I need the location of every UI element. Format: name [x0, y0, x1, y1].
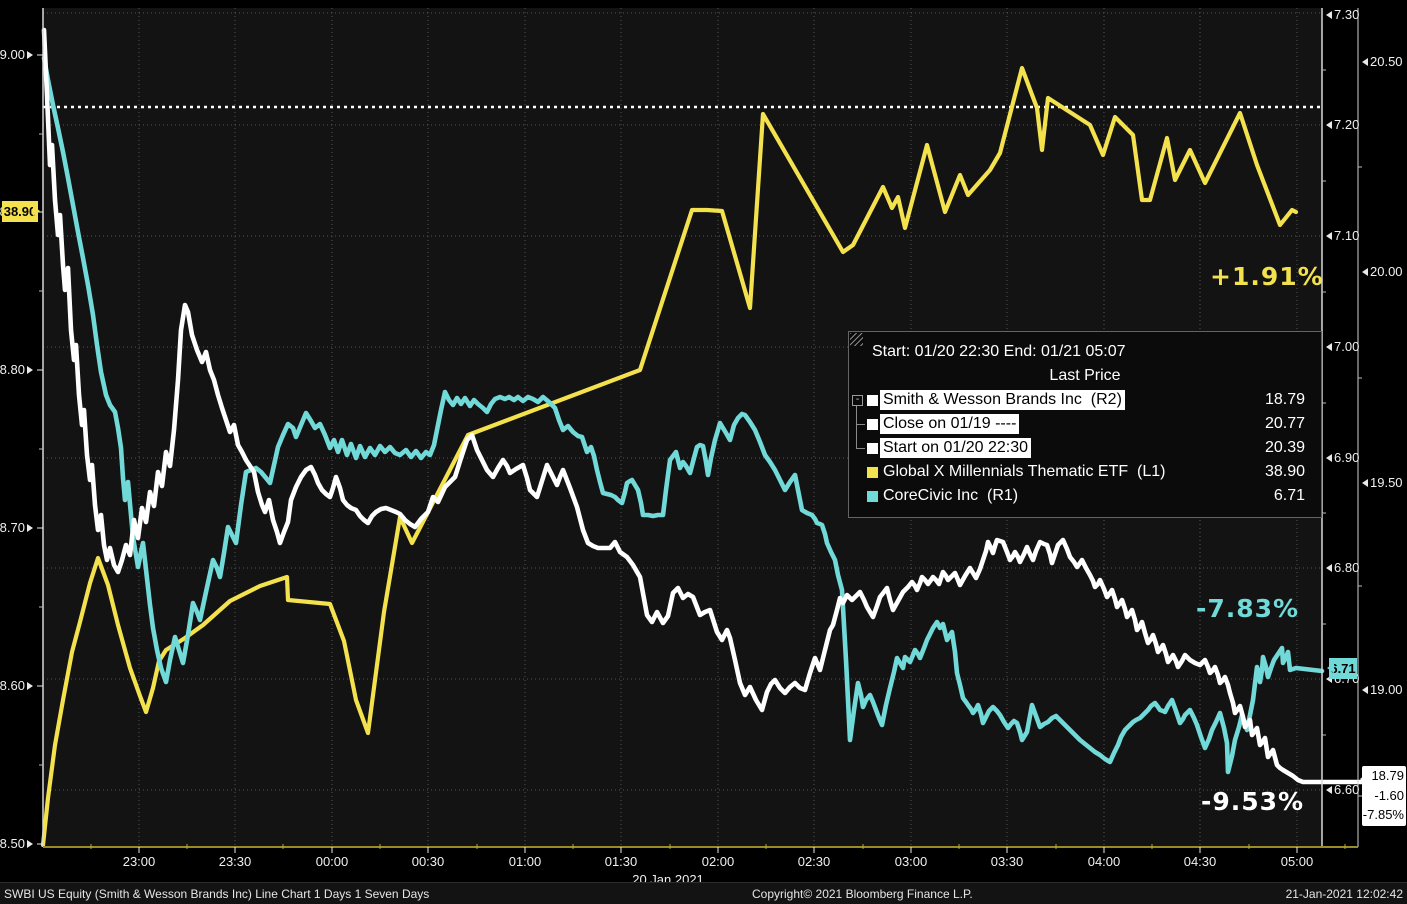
legend-series-label[interactable]: Close on 01/19 ----: [880, 414, 1020, 434]
legend-series-label[interactable]: Global X Millennials Thematic ETF (L1): [883, 463, 1166, 480]
legend-drag-grip-icon[interactable]: [850, 333, 863, 346]
right-axis-inner-tick-label: 6.60: [1322, 782, 1359, 797]
legend-row-1[interactable]: Smith & Wesson Brands Inc (R2) 18.79: [849, 388, 1321, 412]
pct-change-label-corecivic: -7.83%: [1196, 594, 1300, 623]
tick-arrow-icon: [27, 523, 37, 532]
legend-series-label[interactable]: Start on 01/20 22:30: [880, 438, 1031, 458]
legend-panel[interactable]: Start: 01/20 22:30 End: 01/21 05:07 Last…: [848, 331, 1322, 518]
badge-arrow-icon: [33, 206, 45, 216]
tick-arrow-icon: [1358, 57, 1368, 66]
tick-arrow-icon: [27, 839, 37, 848]
right-axis-outer-tick-label: 20.50: [1358, 54, 1403, 69]
tick-arrow-icon: [1322, 563, 1332, 572]
pct-change-label-etf: +1.91%: [1210, 262, 1324, 291]
legend-row-3[interactable]: Start on 01/20 22:30 20.39: [849, 436, 1321, 460]
legend-series-value: 20.77: [1264, 415, 1305, 432]
tick-arrow-icon: [1358, 267, 1368, 276]
right-axis-outer-tick-label: 19.00: [1358, 682, 1403, 697]
series-swatch-icon: [867, 394, 878, 406]
legend-series-label[interactable]: CoreCivic Inc (R1): [883, 487, 1019, 504]
tick-arrow-icon: [1322, 342, 1332, 351]
legend-series-value: 18.79: [1264, 391, 1305, 408]
last-price-badge-etf-value: 38.90: [3, 204, 37, 219]
x-axis-tick-label: 02:00: [701, 854, 735, 869]
legend-tree-line: [856, 424, 865, 425]
series-swatch-icon: [867, 490, 878, 502]
right-axis-inner-tick-label: 7.00: [1322, 339, 1359, 354]
legend-tree-collapse-icon[interactable]: -: [852, 395, 863, 406]
x-axis-tick-label: 01:30: [604, 854, 638, 869]
right-axis-inner-tick-label: 7.10: [1322, 228, 1359, 243]
tick-arrow-icon: [1322, 785, 1332, 794]
tick-arrow-icon: [1358, 478, 1368, 487]
last-price-badge-corecivic: 6.71: [1327, 658, 1357, 679]
x-axis-tick-label: 23:30: [218, 854, 252, 869]
legend-row-5[interactable]: CoreCivic Inc (R1) 6.71: [849, 484, 1321, 508]
last-price-badge-corecivic-value: 6.71: [1330, 661, 1356, 676]
legend-row-2[interactable]: Close on 01/19 ---- 20.77: [849, 412, 1321, 436]
legend-series-value: 6.71: [1273, 487, 1305, 504]
swbi-last-price: 18.79: [1371, 768, 1404, 783]
tick-arrow-icon: [1322, 231, 1332, 240]
legend-tree-line: [856, 448, 865, 449]
swbi-pct-change: -7.85%: [1362, 807, 1404, 822]
x-axis-tick-label: 04:00: [1087, 854, 1121, 869]
swbi-net-change: -1.60: [1374, 787, 1404, 803]
copyright-text: Copyright© 2021 Bloomberg Finance L.P.: [752, 887, 973, 901]
series-swatch-icon: [867, 418, 878, 430]
tick-arrow-icon: [27, 365, 37, 374]
tick-arrow-icon: [27, 50, 37, 59]
left-axis-tick-label: 38.70: [0, 520, 37, 535]
last-price-badge-swbi: 18.79 -1.60 -7.85%: [1360, 766, 1406, 826]
legend-row-4[interactable]: Global X Millennials Thematic ETF (L1) 38…: [849, 460, 1321, 484]
legend-time-range: Start: 01/20 22:30 End: 01/21 05:07: [872, 343, 1126, 360]
legend-series-label[interactable]: Smith & Wesson Brands Inc (R2): [880, 390, 1125, 410]
tick-arrow-icon: [1322, 453, 1332, 462]
legend-series-value: 38.90: [1264, 463, 1305, 480]
tick-arrow-icon: [27, 681, 37, 690]
left-axis-tick-label: 38.80: [0, 362, 37, 377]
x-axis-tick-label: 01:00: [508, 854, 542, 869]
left-axis-tick-label: 38.60: [0, 678, 37, 693]
left-axis-tick-label: 38.50: [0, 836, 37, 851]
legend-tree-line: [856, 406, 857, 448]
x-axis-tick-label: 03:00: [894, 854, 928, 869]
x-axis-tick-label: 04:30: [1183, 854, 1217, 869]
right-axis-outer-tick-label: 20.00: [1358, 264, 1403, 279]
left-axis-tick-label: 39.00: [0, 47, 37, 62]
series-swatch-icon: [867, 442, 878, 454]
legend-series-value: 20.39: [1264, 439, 1305, 456]
right-axis-inner-tick-label: 6.90: [1322, 450, 1359, 465]
x-axis-tick-label: 05:00: [1280, 854, 1314, 869]
badge-arrow-icon: [1322, 663, 1334, 673]
legend-column-header: Last Price: [1049, 367, 1121, 384]
pct-change-label-swbi: -9.53%: [1201, 787, 1305, 816]
status-bar: SWBI US Equity (Smith & Wesson Brands In…: [0, 882, 1407, 904]
timestamp: 21-Jan-2021 12:02:42: [1285, 887, 1403, 901]
right-axis-inner-tick-label: 6.80: [1322, 560, 1359, 575]
right-axis-outer-tick-label: 19.50: [1358, 475, 1403, 490]
series-swatch-icon: [867, 466, 878, 478]
x-axis-tick-label: 00:30: [411, 854, 445, 869]
last-price-badge-etf: 38.90: [2, 201, 40, 222]
right-axis-inner-tick-label: 7.20: [1322, 117, 1359, 132]
tick-arrow-icon: [1322, 120, 1332, 129]
tick-arrow-icon: [1358, 685, 1368, 694]
x-axis-tick-label: 02:30: [797, 854, 831, 869]
x-axis-tick-label: 23:00: [122, 854, 156, 869]
x-axis-tick-label: 03:30: [990, 854, 1024, 869]
right-axis-inner-tick-label: 7.30: [1322, 7, 1359, 22]
x-axis-tick-label: 00:00: [315, 854, 349, 869]
chart-description: SWBI US Equity (Smith & Wesson Brands In…: [4, 887, 430, 901]
tick-arrow-icon: [1322, 10, 1332, 19]
badge-arrow-icon: [1354, 773, 1368, 785]
